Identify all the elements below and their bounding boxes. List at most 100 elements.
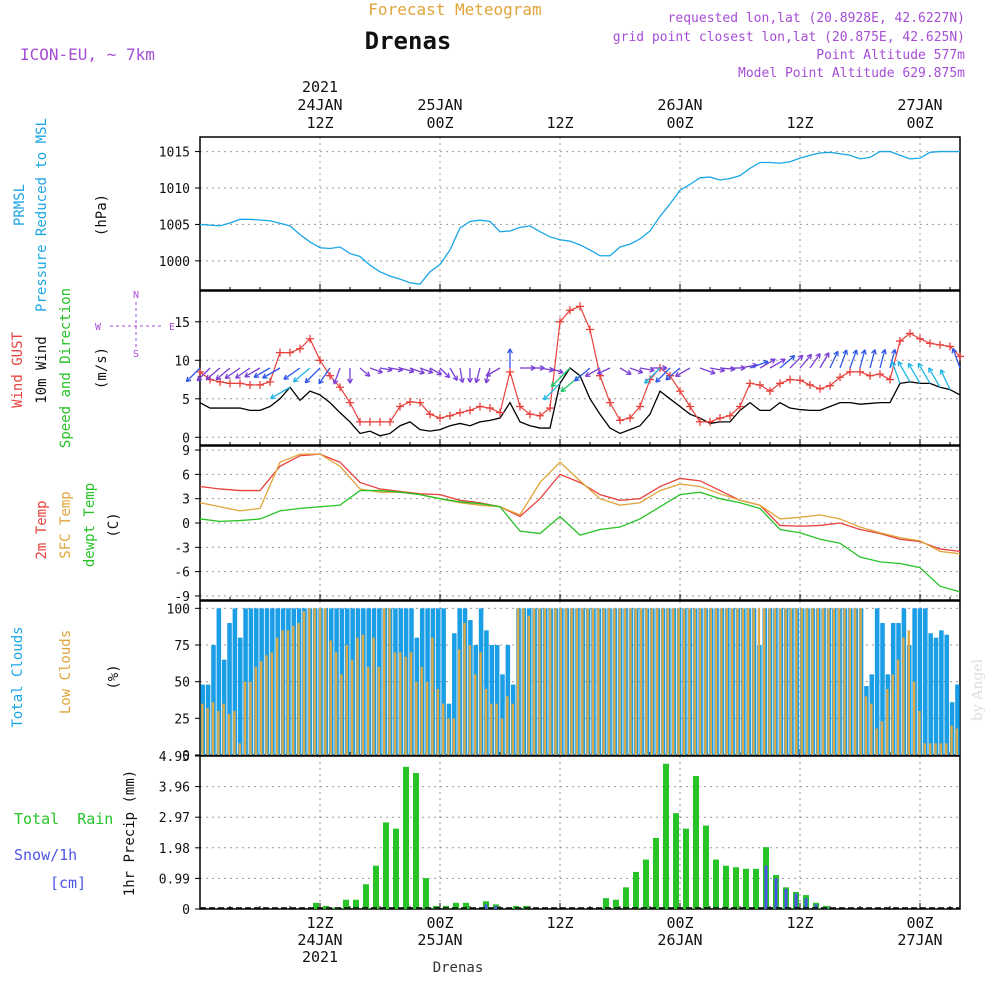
wind-frame bbox=[199, 290, 961, 446]
wind-arrow bbox=[318, 367, 331, 385]
wind-arrow bbox=[619, 367, 632, 375]
low-cloud-bar bbox=[666, 608, 670, 755]
point-altitude: Point Altitude 577m bbox=[816, 48, 965, 63]
low-cloud-bar bbox=[340, 674, 343, 755]
gust-marker bbox=[246, 380, 254, 389]
top-time-label: 12Z bbox=[306, 114, 333, 132]
wind-arrow bbox=[928, 367, 941, 388]
pressure-unit-label: (hPa) bbox=[94, 194, 110, 236]
low-cloud-bar bbox=[859, 608, 862, 755]
top-time-label: 12Z bbox=[546, 114, 573, 132]
low-cloud-bar bbox=[795, 608, 798, 755]
low-cloud-bar bbox=[661, 608, 664, 755]
low-cloud-bar bbox=[286, 630, 290, 755]
bottom-time-label: 12Z bbox=[306, 914, 333, 932]
total-cloud-bar bbox=[237, 637, 243, 755]
rain-bar bbox=[693, 776, 699, 909]
wind-arrow bbox=[244, 367, 261, 378]
low-cloud-bar bbox=[575, 608, 579, 755]
sfc-temp-line bbox=[199, 453, 961, 555]
pressure-ytick-label: 1005 bbox=[159, 218, 190, 233]
wind-arrow-head bbox=[709, 369, 716, 375]
gust-marker bbox=[576, 302, 584, 311]
bottom-time-label: 27JAN bbox=[897, 931, 942, 949]
wind-arrow-head bbox=[244, 372, 250, 378]
rain-bar bbox=[733, 867, 739, 909]
low-cloud-bar bbox=[672, 608, 675, 755]
low-cloud-bar bbox=[955, 728, 959, 755]
wind-arrow bbox=[429, 367, 442, 376]
gust-marker bbox=[706, 417, 714, 426]
wind-arrow-head bbox=[584, 371, 591, 378]
rain-bar bbox=[363, 884, 369, 909]
gust-marker bbox=[346, 398, 354, 407]
pressure-ytick-label: 1015 bbox=[159, 146, 190, 161]
gust-marker bbox=[826, 381, 834, 390]
low-cloud-bar bbox=[800, 608, 803, 755]
low-cloud-bar bbox=[345, 645, 348, 755]
gust-marker bbox=[956, 352, 964, 361]
top-time-label: 24JAN bbox=[297, 96, 342, 114]
wind-arrow-head bbox=[824, 352, 830, 358]
wind-arrow bbox=[809, 353, 821, 369]
gust-marker bbox=[696, 417, 704, 426]
gust-marker bbox=[386, 417, 394, 426]
gust-marker bbox=[476, 402, 484, 411]
gust-marker bbox=[556, 317, 564, 326]
wind-arrow bbox=[399, 367, 415, 373]
wind-arrow bbox=[304, 367, 321, 384]
rain-bar bbox=[713, 859, 719, 909]
wind-arrow bbox=[359, 367, 371, 377]
total-cloud-bar bbox=[944, 634, 949, 755]
bottom-time-label: 25JAN bbox=[417, 931, 462, 949]
low-cloud-bar bbox=[415, 681, 418, 755]
wind-arrow-head bbox=[224, 373, 231, 380]
gust-label: Wind GUST bbox=[10, 332, 26, 408]
total-cloud-bar bbox=[435, 608, 441, 755]
low-cloud-bar bbox=[736, 608, 739, 755]
wind-arrow-head bbox=[304, 377, 311, 384]
wind-arrow-head bbox=[939, 369, 946, 375]
credit-watermark: by Angel bbox=[970, 658, 986, 721]
rain-bar bbox=[423, 878, 429, 909]
gust-marker bbox=[396, 402, 404, 411]
low-cloud-bar bbox=[891, 674, 894, 755]
rain-bar bbox=[413, 773, 419, 909]
gust-marker bbox=[456, 408, 464, 417]
top-time-label: 25JAN bbox=[417, 96, 462, 114]
bottom-time-label: 00Z bbox=[906, 914, 933, 932]
wind-arrow bbox=[629, 367, 644, 374]
low-cloud-bar bbox=[479, 652, 482, 755]
rain-bar bbox=[383, 822, 389, 909]
low-cloud-bar bbox=[832, 608, 836, 755]
low-cloud-bar bbox=[281, 630, 284, 755]
low-cloud-bar bbox=[698, 608, 702, 755]
low-cloud-bar bbox=[356, 637, 359, 755]
low-cloud-bar bbox=[811, 608, 814, 755]
low-cloud-bar bbox=[907, 630, 910, 755]
low-cloud-bar bbox=[586, 608, 589, 755]
wind-ytick-label: 10 bbox=[174, 354, 190, 369]
low-cloud-bar bbox=[618, 608, 621, 755]
snow-bar bbox=[774, 878, 778, 909]
total-cloud-bar bbox=[494, 645, 500, 755]
wind-arrow bbox=[369, 367, 383, 374]
low-cloud-bar bbox=[468, 645, 472, 755]
wind-arrow-head bbox=[235, 373, 241, 379]
snow-label: Snow/1h bbox=[14, 846, 77, 864]
rain-bar bbox=[683, 828, 689, 909]
gust-marker bbox=[726, 411, 734, 420]
wind-arrow-head bbox=[185, 376, 192, 383]
rain-bar bbox=[673, 813, 679, 909]
low-cloud-bar bbox=[425, 681, 429, 755]
snow-bar bbox=[784, 888, 788, 909]
total-cloud-bar bbox=[227, 623, 232, 755]
wind-arrow bbox=[749, 360, 769, 369]
pressure-ytick-label: 1010 bbox=[159, 182, 190, 197]
wind-arrow-head bbox=[842, 349, 848, 355]
wind-arrow bbox=[891, 361, 901, 384]
low-cloud-bar bbox=[629, 608, 632, 755]
low-cloud-bar bbox=[725, 608, 728, 755]
total-cloud-bar bbox=[248, 608, 254, 755]
